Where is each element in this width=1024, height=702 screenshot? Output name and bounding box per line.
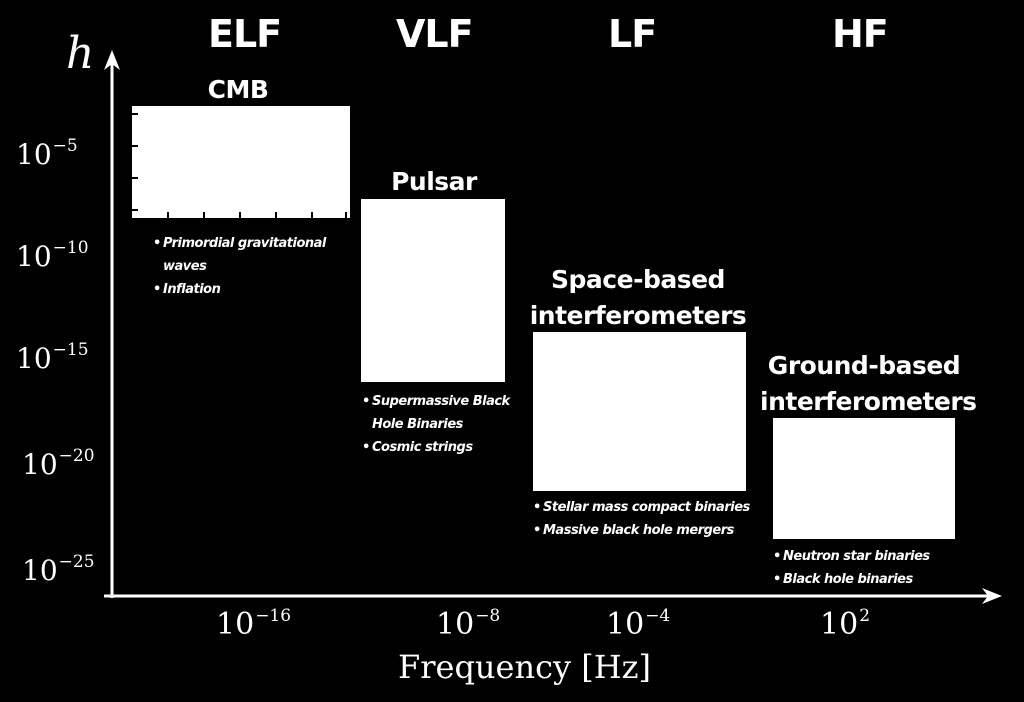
list-item: Cosmic strings (362, 436, 534, 459)
y-axis-arrow (104, 50, 120, 70)
y-axis-label: h (66, 28, 95, 79)
title-line: interferometers (760, 387, 977, 416)
list-item: Primordial gravitational waves (153, 232, 353, 278)
space-based-region (533, 332, 746, 491)
x-axis-arrow (982, 588, 1002, 604)
band-label-lf: LF (608, 12, 657, 56)
pulsar-timing-notes: Supermassive Black Hole Binaries Cosmic … (362, 390, 534, 459)
y-tick-label: 10−20 (22, 446, 95, 481)
band-label-vlf: VLF (396, 12, 474, 56)
list-item: Supermassive Black Hole Binaries (362, 390, 534, 436)
list-item: Neutron star binaries (773, 545, 973, 568)
cmb-title: CMB (207, 75, 269, 104)
pulsar-timing-region (361, 199, 505, 382)
y-tick-label: 10−5 (16, 136, 78, 171)
space-based-title: Space-based interferometers (528, 262, 748, 334)
title-line: Ground-based (767, 351, 961, 380)
list-item: Stellar mass compact binaries (533, 496, 763, 519)
x-tick-label: 10−16 (216, 606, 292, 642)
ground-based-region (773, 418, 955, 539)
list-item: Inflation (153, 278, 353, 301)
list-item: Black hole binaries (773, 568, 973, 591)
cmb-region (132, 106, 350, 218)
list-item: Massive black hole mergers (533, 519, 763, 542)
ground-based-title: Ground-based interferometers (760, 348, 977, 420)
cmb-notes: Primordial gravitational waves Inflation (153, 232, 353, 301)
space-based-notes: Stellar mass compact binaries Massive bl… (533, 496, 763, 542)
y-tick-label: 10−25 (22, 552, 95, 587)
title-line: Space-based (551, 265, 725, 294)
band-label-elf: ELF (208, 12, 282, 56)
x-tick-label: 10−4 (606, 606, 671, 642)
y-tick-label: 10−10 (16, 238, 89, 273)
x-axis-label: Frequency [Hz] (398, 648, 651, 686)
x-tick-label: 102 (820, 606, 871, 642)
ground-based-notes: Neutron star binaries Black hole binarie… (773, 545, 973, 591)
y-tick-label: 10−15 (16, 340, 89, 375)
band-label-hf: HF (832, 12, 889, 56)
x-tick-label: 10−8 (436, 606, 501, 642)
title-line: interferometers (529, 301, 747, 330)
